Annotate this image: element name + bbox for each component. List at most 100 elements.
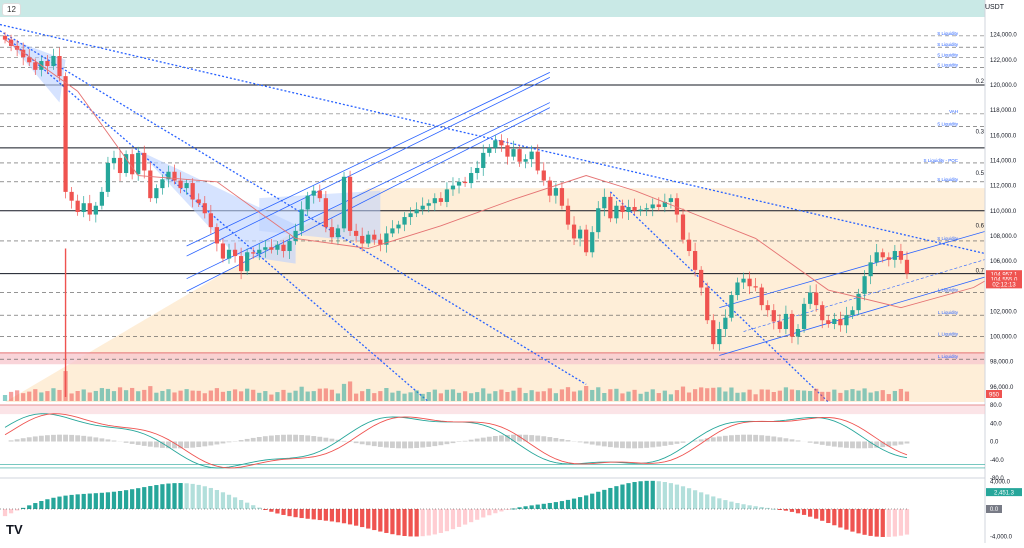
macd-bar [257, 508, 261, 509]
volume-bar [421, 394, 425, 401]
volume-bar [578, 390, 582, 401]
volume-bar [747, 390, 751, 401]
macd-bar [342, 509, 346, 523]
volume-bar [639, 394, 643, 401]
macd-bar [639, 481, 643, 509]
volume-bar [130, 388, 134, 401]
stoch-histogram [729, 435, 734, 441]
stoch-histogram [112, 441, 117, 442]
stoch-histogram [281, 435, 286, 442]
candle-body [275, 245, 279, 250]
macd-bar [27, 505, 31, 509]
volume-bar [675, 390, 679, 401]
candle-body [185, 183, 189, 188]
macd-bar [275, 509, 279, 513]
stoch-histogram [45, 435, 50, 441]
candle-body [3, 36, 7, 40]
macd-bar [626, 483, 630, 509]
stoch-histogram [196, 442, 201, 448]
macd-bar [130, 489, 134, 509]
volume-bar [209, 391, 213, 401]
volume-bar [802, 391, 806, 401]
macd-bar [723, 500, 727, 509]
volume-bar [741, 392, 745, 401]
volume-bar [566, 387, 570, 401]
volume-bar [856, 391, 860, 401]
macd-bar [324, 509, 328, 521]
candle-body [875, 252, 879, 262]
stoch-histogram [626, 442, 631, 449]
macd-bar [499, 509, 503, 511]
stoch-histogram [644, 442, 649, 448]
price-axis-tick: 108,000.0 [990, 234, 1017, 240]
candle-body [657, 204, 661, 207]
candle-body [499, 140, 503, 145]
macd-bar [354, 509, 358, 526]
stoch-histogram [632, 442, 637, 449]
macd-bar [675, 485, 679, 509]
candle-body [862, 276, 866, 294]
stoch-axis-tick: 80.0 [990, 403, 1002, 409]
macd-bar [82, 494, 86, 509]
volume-bar [542, 391, 546, 401]
macd-bar [9, 509, 13, 513]
candle-body [69, 192, 73, 201]
macd-bar [838, 509, 842, 528]
candle-body [312, 191, 316, 196]
candle-body [433, 198, 437, 203]
candle-body [493, 140, 497, 148]
macd-bar [826, 509, 830, 523]
macd-bar [590, 494, 594, 509]
macd-bar [560, 501, 564, 509]
volume-bar [112, 391, 116, 401]
volume-bar [505, 392, 509, 401]
stoch-histogram [777, 437, 782, 441]
liquidity-label: L Liquidity [938, 310, 959, 315]
volume-bar [354, 394, 358, 401]
macd-bar [766, 508, 770, 509]
tradingview-logo[interactable]: TV [6, 522, 23, 537]
candle-body [741, 279, 745, 283]
macd-bar [862, 509, 866, 535]
macd-bar [475, 509, 479, 520]
stoch-histogram [892, 442, 897, 446]
currency-label: USDT [985, 4, 1004, 11]
macd-bar [312, 509, 316, 519]
stoch-histogram [529, 435, 534, 441]
volume-bar [178, 391, 182, 401]
macd-bar [844, 509, 848, 530]
candle-body [905, 260, 909, 274]
stoch-histogram [578, 442, 583, 443]
candle-body [511, 149, 515, 157]
candle-body [154, 188, 158, 198]
candle-body [445, 189, 449, 202]
stoch-histogram [342, 441, 347, 442]
volume-bar [826, 392, 830, 401]
macd-bar [263, 509, 267, 510]
macd-bar [735, 503, 739, 509]
volume-bar [554, 393, 558, 401]
candle-body [390, 228, 394, 233]
macd-bar [287, 509, 291, 516]
macd-bar [281, 509, 285, 515]
stoch-histogram [796, 440, 801, 441]
price-axis-tick: 116,000.0 [990, 133, 1017, 139]
volume-bar [312, 391, 316, 401]
candle-body [469, 173, 473, 183]
volume-bar [51, 388, 55, 401]
volume-bar [796, 390, 800, 401]
candle-body [869, 262, 873, 276]
price-axis-tick: 118,000.0 [990, 108, 1017, 114]
candle-body [324, 198, 328, 227]
macd-bar [596, 492, 600, 509]
volume-bar [378, 391, 382, 401]
stoch-histogram [753, 435, 758, 442]
macd-bar [711, 496, 715, 509]
volume-bar [844, 390, 848, 401]
indicator-count-badge[interactable]: 12 [2, 3, 21, 16]
candle-body [306, 196, 310, 210]
stoch-histogram [99, 438, 104, 441]
volume-bar [632, 390, 636, 401]
